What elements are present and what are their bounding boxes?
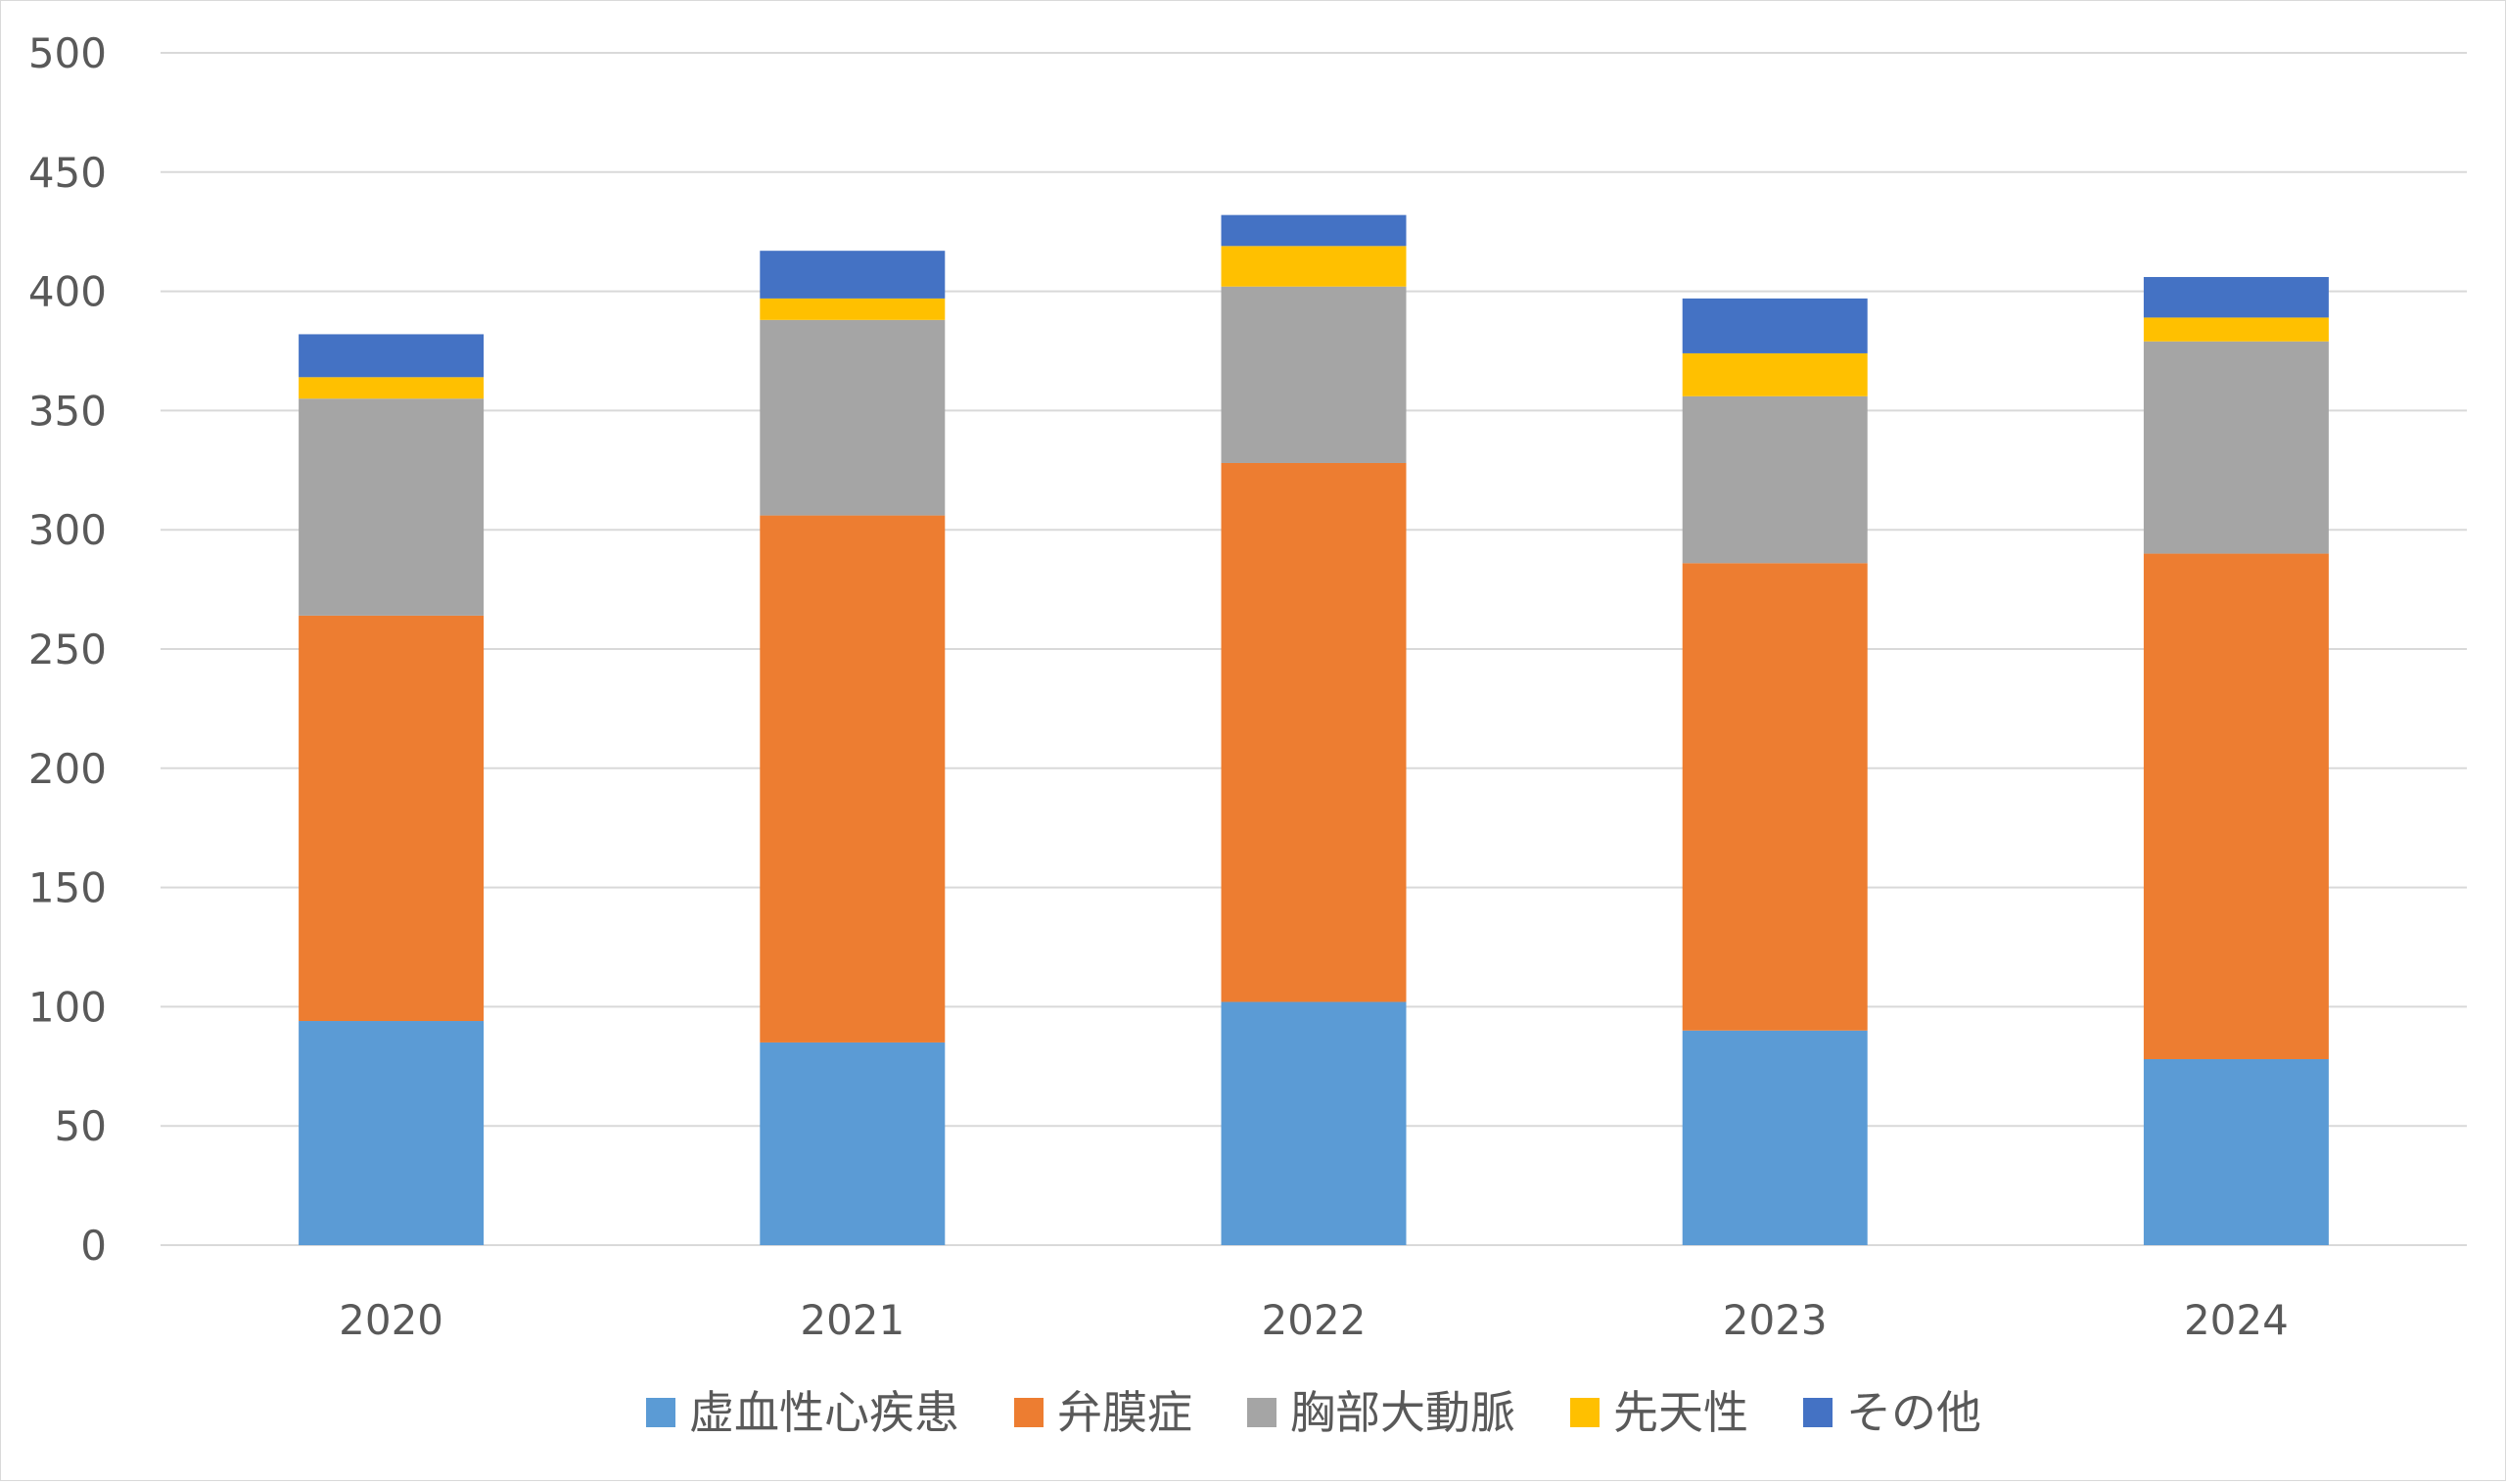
y-tick-label: 0 [80,1222,107,1270]
legend-item: 先天性 [1570,1386,1748,1439]
bar-segment [1682,395,1868,564]
bar-segment [1682,1030,1868,1245]
bar-segment [760,251,946,299]
y-tick-label: 450 [28,149,107,197]
bar-segment [2143,341,2329,554]
y-tick-label: 50 [55,1102,107,1150]
y-tick-label: 350 [28,387,107,435]
y-tick-label: 400 [28,268,107,316]
bar-segment [1221,286,1407,463]
legend-label: 先天性 [1613,1386,1748,1439]
bar-segment [1221,246,1407,287]
bar-segment [760,1042,946,1245]
bar-segment [760,298,946,320]
bar-segment [299,334,485,378]
y-tick-label: 200 [28,745,107,793]
bar-segment [1221,462,1407,1002]
bar-segment [1682,352,1868,396]
x-axis: 2020 2021 2022 2023 2024 [339,1296,2289,1344]
bar-segment [2143,553,2329,1059]
legend-item: 胸部大動脈 [1247,1386,1515,1439]
bar-segment [760,515,946,1043]
legend: 虚血性心疾患 弁膜症 胸部大動脈 先天性 その他 [646,1386,1981,1439]
x-tick-label: 2023 [1723,1296,1828,1344]
legend-label: 胸部大動脈 [1290,1386,1515,1439]
y-axis: 0 50 100 150 200 250 300 350 400 450 500 [28,29,107,1270]
legend-swatch [1014,1398,1044,1427]
y-tick-label: 500 [28,29,107,77]
bar-segment [1221,214,1407,247]
bar-segment [1682,298,1868,353]
bar-segment [2143,317,2329,342]
x-tick-label: 2024 [2184,1296,2289,1344]
bar-segment [299,1021,485,1245]
legend-item: 弁膜症 [1014,1386,1192,1439]
legend-label: その他 [1846,1386,1981,1439]
bar-segment [2143,276,2329,318]
y-tick-label: 100 [28,983,107,1031]
bar-segment [299,398,485,616]
legend-swatch [1570,1398,1600,1427]
legend-swatch [646,1398,675,1427]
y-tick-label: 150 [28,864,107,912]
legend-swatch [1247,1398,1276,1427]
legend-item: 虚血性心疾患 [646,1386,959,1439]
bar-segment [299,615,485,1022]
legend-label: 弁膜症 [1057,1386,1192,1439]
bar-segment [299,377,485,399]
x-tick-label: 2020 [339,1296,443,1344]
legend-swatch [1803,1398,1833,1427]
bars [299,214,2329,1245]
y-tick-label: 300 [28,506,107,554]
bar-segment [2143,1058,2329,1245]
bar-segment [1682,563,1868,1031]
x-tick-label: 2021 [800,1296,905,1344]
x-tick-label: 2022 [1262,1296,1367,1344]
legend-item: その他 [1803,1386,1981,1439]
legend-label: 虚血性心疾患 [689,1386,959,1439]
y-tick-label: 250 [28,626,107,673]
bar-segment [760,319,946,516]
bar-segment [1221,1001,1407,1245]
